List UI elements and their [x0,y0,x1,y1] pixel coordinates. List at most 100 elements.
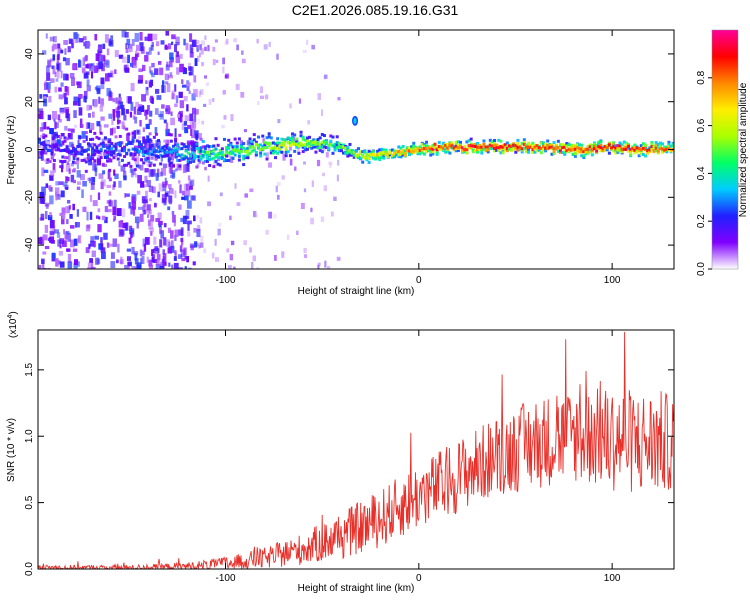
ridge-cell [490,140,494,144]
noise-cell [43,81,48,87]
noise-cell [38,237,43,244]
ridge-cell [346,151,350,155]
noise-cell [100,81,105,90]
sparse-cell [273,213,277,219]
ridge-cell [384,153,388,157]
sparse-cell [197,118,200,125]
ridge-cell [263,140,267,144]
noise-cell [192,261,196,266]
noise-cell [163,261,167,266]
ridge-cell [186,151,190,155]
ridge-cell [405,150,409,154]
ridge-cell [295,143,299,147]
ridge-cell [571,143,575,147]
noise-cell [175,144,180,154]
sparse-cell [222,66,225,74]
ridge-cell [57,141,61,145]
noise-cell [76,160,79,169]
noise-cell [185,183,189,191]
noise-cell [153,33,158,41]
ridge-cell [667,140,671,144]
sparse-cell [255,213,258,218]
snr-series-line [38,331,674,569]
noise-cell [150,146,155,150]
ridge-cell [556,139,560,143]
noise-cell [97,54,102,62]
noise-cell [156,253,161,261]
ridge-cell [584,150,588,154]
ridge-cell [42,151,46,155]
ridge-cell [486,145,490,149]
ridge-cell [350,150,354,154]
noise-cell [131,169,136,176]
noise-cell [91,250,96,258]
ridge-cell [620,147,624,151]
ridge-cell [142,161,146,165]
ridge-cell [254,140,258,144]
noise-cell [41,167,45,177]
noise-cell [174,151,178,159]
noise-cell [116,119,121,124]
noise-cell [187,124,192,130]
ridge-cell [280,143,284,147]
noise-cell [98,44,103,54]
ridge-cell [193,141,197,145]
ridge-cell [116,157,120,161]
ridge-cell [427,146,431,150]
noise-cell [161,84,165,93]
sparse-cell [257,101,260,105]
noise-cell [121,108,126,115]
noise-cell [98,243,102,250]
ridge-cell [99,156,103,160]
noise-cell [94,33,98,41]
noise-cell [66,113,71,122]
ridge-cell [178,158,182,162]
ridge-cell [595,149,599,153]
noise-cell [172,214,176,223]
sparse-cell [259,95,264,100]
ridge-cell [318,136,322,140]
noise-cell [83,42,86,47]
ridge-cell [299,143,303,147]
noise-cell [147,105,150,111]
ridge-cell [214,137,218,141]
ridge-cell [203,150,207,154]
sparse-cell [219,192,223,197]
ridge-cell [401,144,405,148]
ridge-cell [514,144,518,148]
ridge-cell [342,145,346,149]
noise-cell [139,32,143,41]
noise-cell [180,227,184,237]
noise-cell [64,107,69,113]
ridge-cell [575,146,579,150]
noise-cell [66,199,71,204]
ridge-cell [212,152,216,156]
noise-cell [171,264,174,269]
ridge-cell [450,144,454,148]
ridge-cell [607,151,611,155]
ridge-cell [561,146,565,150]
noise-cell [135,101,139,108]
noise-cell [126,248,131,252]
ridge-cell [284,154,288,158]
ridge-cell [188,160,192,164]
noise-cell [70,174,75,183]
ridge-cell [118,143,122,147]
noise-cell [107,72,113,78]
noise-cell [131,266,136,269]
sparse-cell [246,140,250,146]
ridge-cell [252,148,256,152]
ridge-cell [550,152,554,156]
sparse-cell [196,214,199,219]
ridge-cell [320,145,324,149]
ridge-cell [242,142,246,146]
noise-cell [61,160,64,169]
ridge-cell [171,144,175,148]
ridge-cell [123,145,127,149]
ridge-cell [384,148,388,152]
ridge-cell [650,141,654,145]
ridge-cell [612,149,616,153]
ridge-cell [242,146,246,150]
ridge-cell [269,141,273,145]
noise-cell [179,245,183,252]
